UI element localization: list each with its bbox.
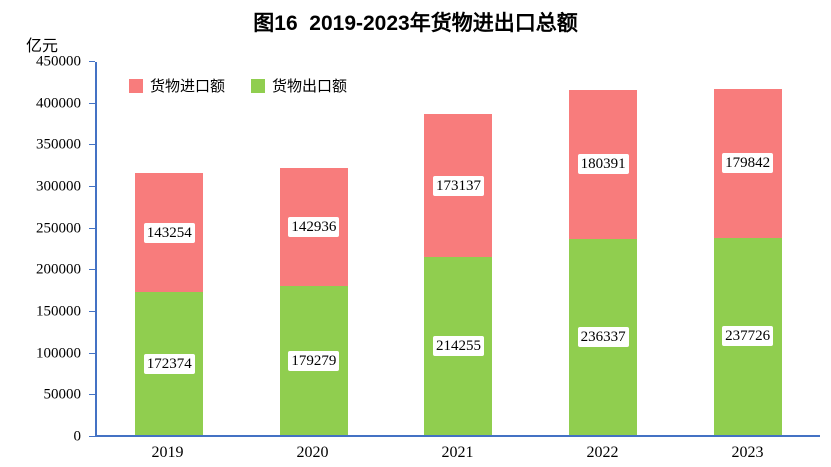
y-tick-label: 50000 bbox=[43, 386, 82, 403]
bar-segment-import: 142936 bbox=[279, 167, 348, 287]
import-color-swatch bbox=[129, 78, 143, 93]
stacked-bar-2020: 142936 179279 bbox=[279, 62, 348, 435]
x-axis: 2019 2020 2021 2022 2023 bbox=[95, 444, 820, 462]
export-color-swatch bbox=[251, 78, 266, 93]
y-tick-mark bbox=[89, 144, 95, 146]
bar-value-label: 236337 bbox=[577, 327, 629, 348]
legend-label-export: 货物出口额 bbox=[272, 78, 348, 95]
bar-value-label: 237726 bbox=[722, 326, 774, 347]
y-axis-unit-label: 亿元 bbox=[26, 38, 59, 55]
bar-value-label: 179279 bbox=[288, 350, 340, 371]
chart-title: 图16 2019-2023年货物进出口总额 bbox=[253, 12, 578, 35]
bar-segment-export: 172374 bbox=[135, 292, 204, 435]
bar-value-label: 172374 bbox=[143, 353, 195, 374]
stacked-bar-2021: 173137 214255 bbox=[424, 62, 493, 435]
y-tick-mark bbox=[89, 394, 95, 396]
category-label: 2019 bbox=[151, 444, 184, 461]
y-tick-mark bbox=[89, 269, 95, 271]
category-label: 2020 bbox=[296, 444, 329, 461]
y-tick-mark bbox=[89, 352, 95, 354]
bar-value-label: 173137 bbox=[432, 175, 484, 196]
y-tick-label: 250000 bbox=[36, 220, 81, 237]
y-tick-label: 300000 bbox=[36, 178, 81, 195]
stacked-bar-2023: 179842 237726 bbox=[713, 62, 782, 435]
bar-segment-import: 173137 bbox=[424, 113, 493, 258]
y-tick-label: 400000 bbox=[36, 95, 81, 112]
y-tick-label: 350000 bbox=[36, 136, 81, 153]
category-label: 2021 bbox=[441, 444, 474, 461]
bar-segment-import: 179842 bbox=[713, 88, 782, 238]
legend-item-export: 货物出口额 bbox=[251, 75, 347, 96]
bars-container: 143254 172374 142936 179279 173137 214255 1803… bbox=[97, 62, 820, 435]
bar-segment-export: 236337 bbox=[569, 239, 638, 435]
category-label: 2022 bbox=[586, 444, 619, 461]
y-tick-mark bbox=[89, 61, 95, 62]
bar-value-label: 143254 bbox=[143, 222, 195, 243]
stacked-bar-2022: 180391 236337 bbox=[569, 62, 638, 435]
y-tick-mark bbox=[89, 186, 95, 187]
bar-segment-export: 237726 bbox=[713, 237, 782, 435]
bar-value-label: 180391 bbox=[577, 154, 629, 175]
legend-item-import: 货物进口额 bbox=[129, 75, 225, 96]
bar-column-2021: 173137 214255 bbox=[386, 62, 531, 435]
y-tick-label: 150000 bbox=[36, 303, 81, 320]
legend-label-import: 货物进口额 bbox=[150, 78, 226, 95]
bar-column-2019: 143254 172374 bbox=[97, 62, 242, 435]
bar-segment-import: 143254 bbox=[135, 173, 204, 293]
y-tick-mark bbox=[89, 311, 95, 312]
bar-segment-export: 179279 bbox=[279, 286, 348, 435]
bar-column-2023: 179842 237726 bbox=[675, 62, 820, 435]
bar-value-label: 179842 bbox=[722, 153, 774, 174]
y-tick-mark bbox=[89, 436, 95, 437]
legend: 货物进口额 货物出口额 bbox=[129, 75, 347, 96]
y-tick-label: 450000 bbox=[36, 53, 81, 70]
y-axis: 0 50000 100000 150000 200000 250000 300000 3500… bbox=[0, 54, 95, 444]
stacked-bar-2019: 143254 172374 bbox=[135, 62, 204, 435]
bar-segment-export: 214255 bbox=[424, 257, 493, 435]
y-tick-label: 200000 bbox=[36, 261, 81, 278]
category-label: 2023 bbox=[731, 444, 764, 461]
bar-column-2020: 142936 179279 bbox=[242, 62, 387, 435]
y-tick-label: 0 bbox=[73, 428, 82, 445]
y-tick-mark bbox=[89, 227, 95, 229]
y-tick-mark bbox=[89, 102, 95, 104]
bar-value-label: 214255 bbox=[432, 336, 484, 357]
bar-column-2022: 180391 236337 bbox=[531, 62, 676, 435]
y-tick-label: 100000 bbox=[36, 345, 81, 362]
plot-area: 货物进口额 货物出口额 143254 172374 142936 179279 1731… bbox=[95, 62, 820, 437]
bar-segment-import: 180391 bbox=[569, 89, 638, 240]
bar-value-label: 142936 bbox=[288, 217, 340, 238]
